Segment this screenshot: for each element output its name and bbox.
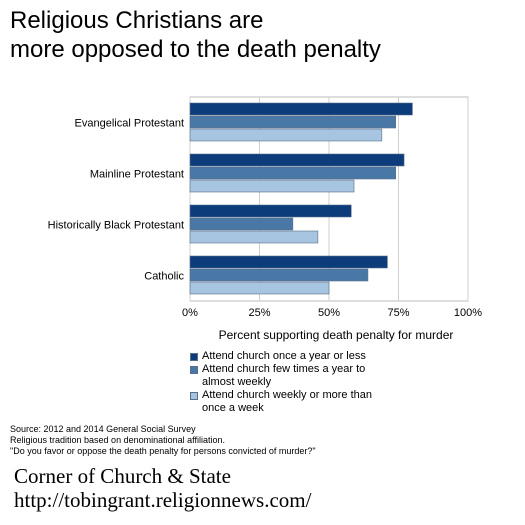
category-label-3: Catholic [144,271,184,283]
legend: Attend church once a year or less Attend… [190,350,390,415]
bar-0-0 [189,102,413,116]
x-tick-label-1: 25% [248,307,270,319]
title-line-2: more opposed to the death penalty [10,36,381,63]
chart-title: Religious Christians are more opposed to… [10,6,515,64]
bar-2-2 [189,230,319,244]
category-label-0: Evangelical Protestant [75,118,184,130]
legend-item-2: Attend church few times a year to almost… [190,363,390,389]
bar-3-1 [189,268,369,282]
source-line-1: Source: 2012 and 2014 General Social Sur… [10,424,196,434]
category-label-2: Historically Black Protestant [48,220,184,232]
source-line-2: Religious tradition based on denominatio… [10,435,225,445]
bar-0-2 [189,128,383,142]
legend-swatch-3 [190,392,198,400]
title-line-1: Religious Christians are [10,7,264,34]
bar-2-0 [189,204,352,218]
bar-1-0 [189,153,405,167]
x-tick-label-2: 50% [318,307,340,319]
legend-item-3: Attend church weekly or more than once a… [190,389,390,415]
bar-0-1 [189,115,397,129]
bar-2-1 [189,217,294,231]
bar-1-2 [189,179,355,193]
x-tick-label-4: 100% [454,307,482,319]
legend-item-1: Attend church once a year or less [190,350,390,363]
footer-blog-name: Corner of Church & State [14,464,231,488]
legend-swatch-1 [190,353,198,361]
source-notes: Source: 2012 and 2014 General Social Sur… [10,424,316,457]
x-axis-label: Percent supporting death penalty for mur… [219,328,454,342]
legend-label-2: Attend church few times a year to almost… [202,363,366,388]
bar-3-2 [189,281,330,295]
category-label-1: Mainline Protestant [90,169,184,181]
bar-1-1 [189,166,397,180]
bar-3-0 [189,255,388,269]
footer-url[interactable]: http://tobingrant.religionnews.com/ [14,488,312,512]
x-tick-label-3: 75% [387,307,409,319]
legend-label-1: Attend church once a year or less [202,350,366,362]
legend-label-3: Attend church weekly or more than once a… [202,389,372,414]
x-tick-label-0: 0% [182,307,198,319]
legend-swatch-2 [190,366,198,374]
source-line-3: "Do you favor or oppose the death penalt… [10,446,316,456]
